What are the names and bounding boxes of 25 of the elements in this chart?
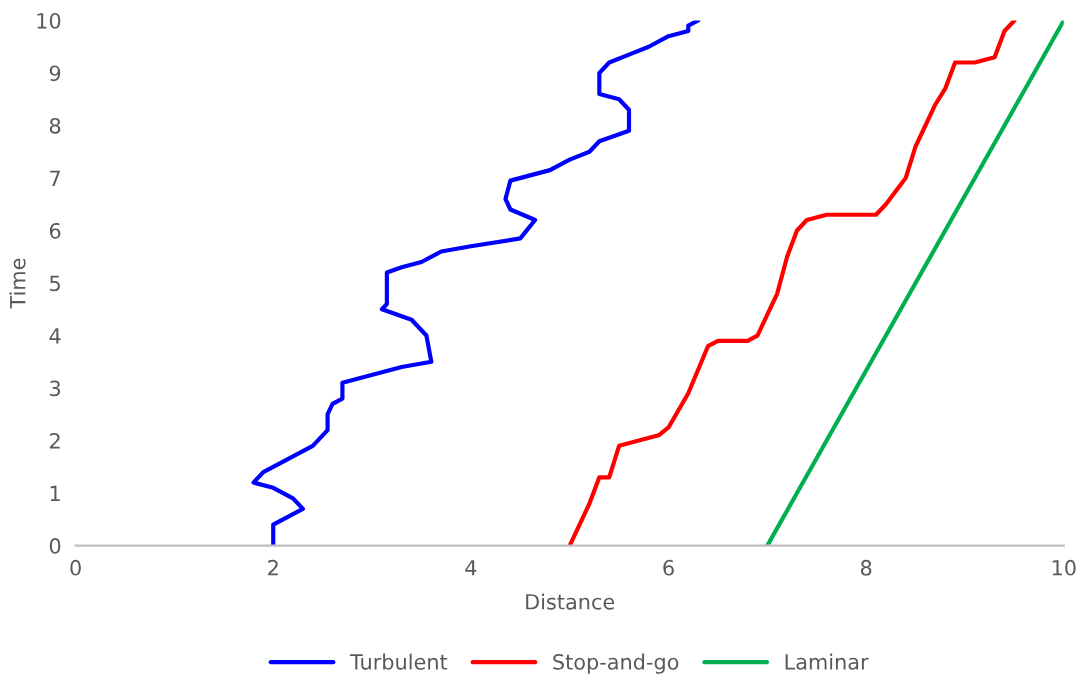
x-tick-label: 4 [465,560,477,576]
x-tick-label: 8 [860,559,872,576]
y-tick-label: 3 [50,380,61,397]
line-series [567,20,1017,546]
x-tick-label: 2 [268,559,278,576]
y-tick-label: 10 [37,12,61,29]
y-tick-label: 7 [50,170,60,186]
x-tick-label: 10 [1052,559,1076,576]
x-tick-label: 6 [663,559,674,576]
line-series [765,20,1064,546]
y-tick-label: 4 [49,328,61,344]
line-series [251,20,701,546]
legend-label: Laminar [785,653,869,670]
legend-label: Turbulent [349,653,448,670]
x-tick-label: 0 [70,559,81,576]
y-tick-label: 8 [49,117,61,134]
y-tick-label: 1 [50,485,60,501]
y-tick-label: 6 [49,222,61,239]
y-tick-label: 9 [49,65,61,82]
y-axis-title: Time [9,258,26,309]
y-tick-label: 5 [50,275,60,292]
y-tick-label: 2 [49,433,60,449]
legend-label: Stop-and-go [553,653,679,674]
x-axis-title: Distance [526,593,615,610]
y-tick-label: 0 [49,538,61,554]
